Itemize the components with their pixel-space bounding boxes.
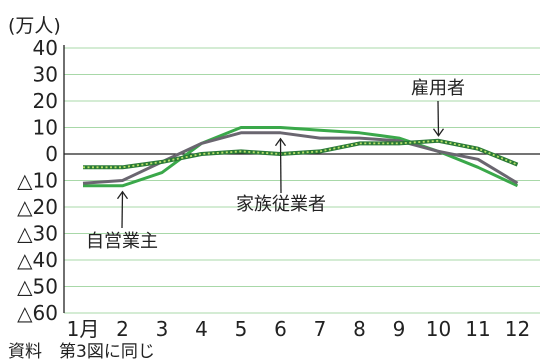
x-tick-label: 1月: [67, 317, 100, 341]
x-tick-label: 12: [505, 317, 530, 341]
annotation-label: 雇用者: [411, 78, 465, 99]
annotation-arrow-shaft: [279, 138, 282, 194]
source-note: 資料 第3図に同じ: [8, 342, 155, 362]
series-line-2: [83, 139, 518, 169]
x-tick-labels: 1月 2 3 4 5 6 7 8 9 10 11 12: [67, 317, 531, 341]
annotation-arrow-head: [116, 190, 129, 200]
annotation-label: 家族従業者: [236, 194, 326, 215]
y-unit-label: (万人): [8, 15, 61, 37]
y-tick-label: △20: [17, 195, 58, 219]
series-line-1: [82, 131, 519, 185]
y-tick-label: 30: [33, 63, 58, 87]
x-tick-label: 4: [195, 317, 208, 341]
x-tick-label: 8: [353, 317, 366, 341]
x-tick-label: 2: [116, 317, 129, 341]
y-tick-label: 10: [33, 116, 58, 140]
x-tick-label: 3: [156, 317, 169, 341]
y-tick-label: △10: [17, 169, 58, 193]
y-tick-label: △40: [17, 248, 58, 272]
series-layer: [82, 126, 519, 188]
annotation-arrow-head: [274, 137, 287, 147]
x-tick-label: 7: [314, 317, 327, 341]
x-tick-label: 11: [465, 317, 490, 341]
y-tick-label: 0: [45, 142, 58, 166]
annotation-arrow-shaft: [121, 191, 124, 229]
y-tick-label: △30: [17, 222, 58, 246]
x-tick-label: 9: [393, 317, 406, 341]
y-tick-label: △60: [17, 301, 58, 325]
y-tick-label: 20: [33, 89, 58, 113]
y-tick-label: 40: [33, 36, 58, 60]
x-tick-label: 6: [274, 317, 287, 341]
annotation-label: 自営業主: [86, 231, 158, 252]
x-tick-label: 5: [235, 317, 248, 341]
annotation-arrow-head: [432, 128, 445, 137]
annotation-arrow-shaft: [437, 100, 440, 136]
y-tick-label: △50: [17, 275, 58, 299]
x-tick-label: 10: [426, 317, 451, 341]
